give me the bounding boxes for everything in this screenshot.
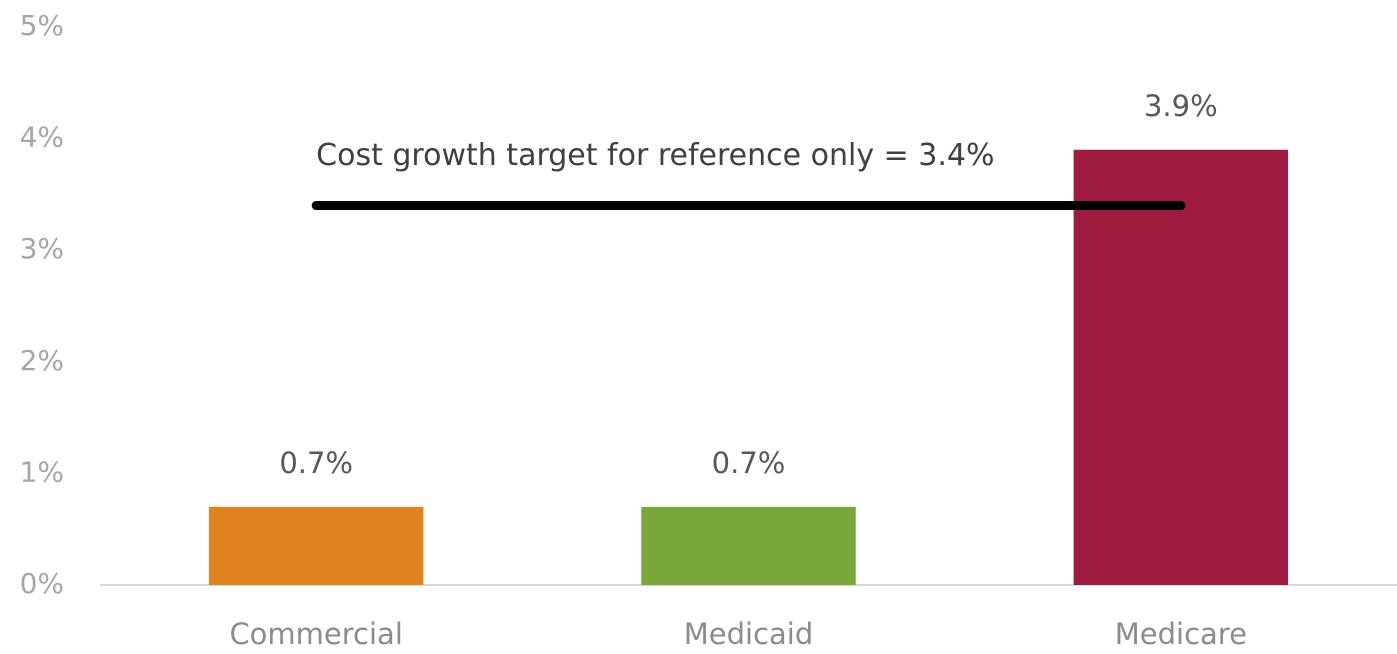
x-tick-label: Medicare — [1115, 617, 1247, 651]
bar — [1073, 149, 1289, 585]
value-label: 0.7% — [279, 446, 353, 480]
reference-label: Cost growth target for reference only = … — [316, 138, 994, 173]
bar — [208, 506, 424, 585]
x-tick-label: Medicaid — [684, 617, 814, 651]
value-label: 3.9% — [1144, 89, 1218, 123]
y-tick-label: 2% — [20, 344, 64, 377]
y-tick-label: 5% — [20, 9, 64, 42]
bar — [641, 506, 856, 585]
y-tick-label: 1% — [20, 455, 64, 488]
x-tick-label: Commercial — [229, 617, 402, 651]
y-tick-label: 4% — [20, 121, 64, 154]
y-tick-label: 0% — [20, 567, 64, 600]
value-label: 0.7% — [712, 446, 786, 480]
y-tick-label: 3% — [20, 232, 64, 265]
